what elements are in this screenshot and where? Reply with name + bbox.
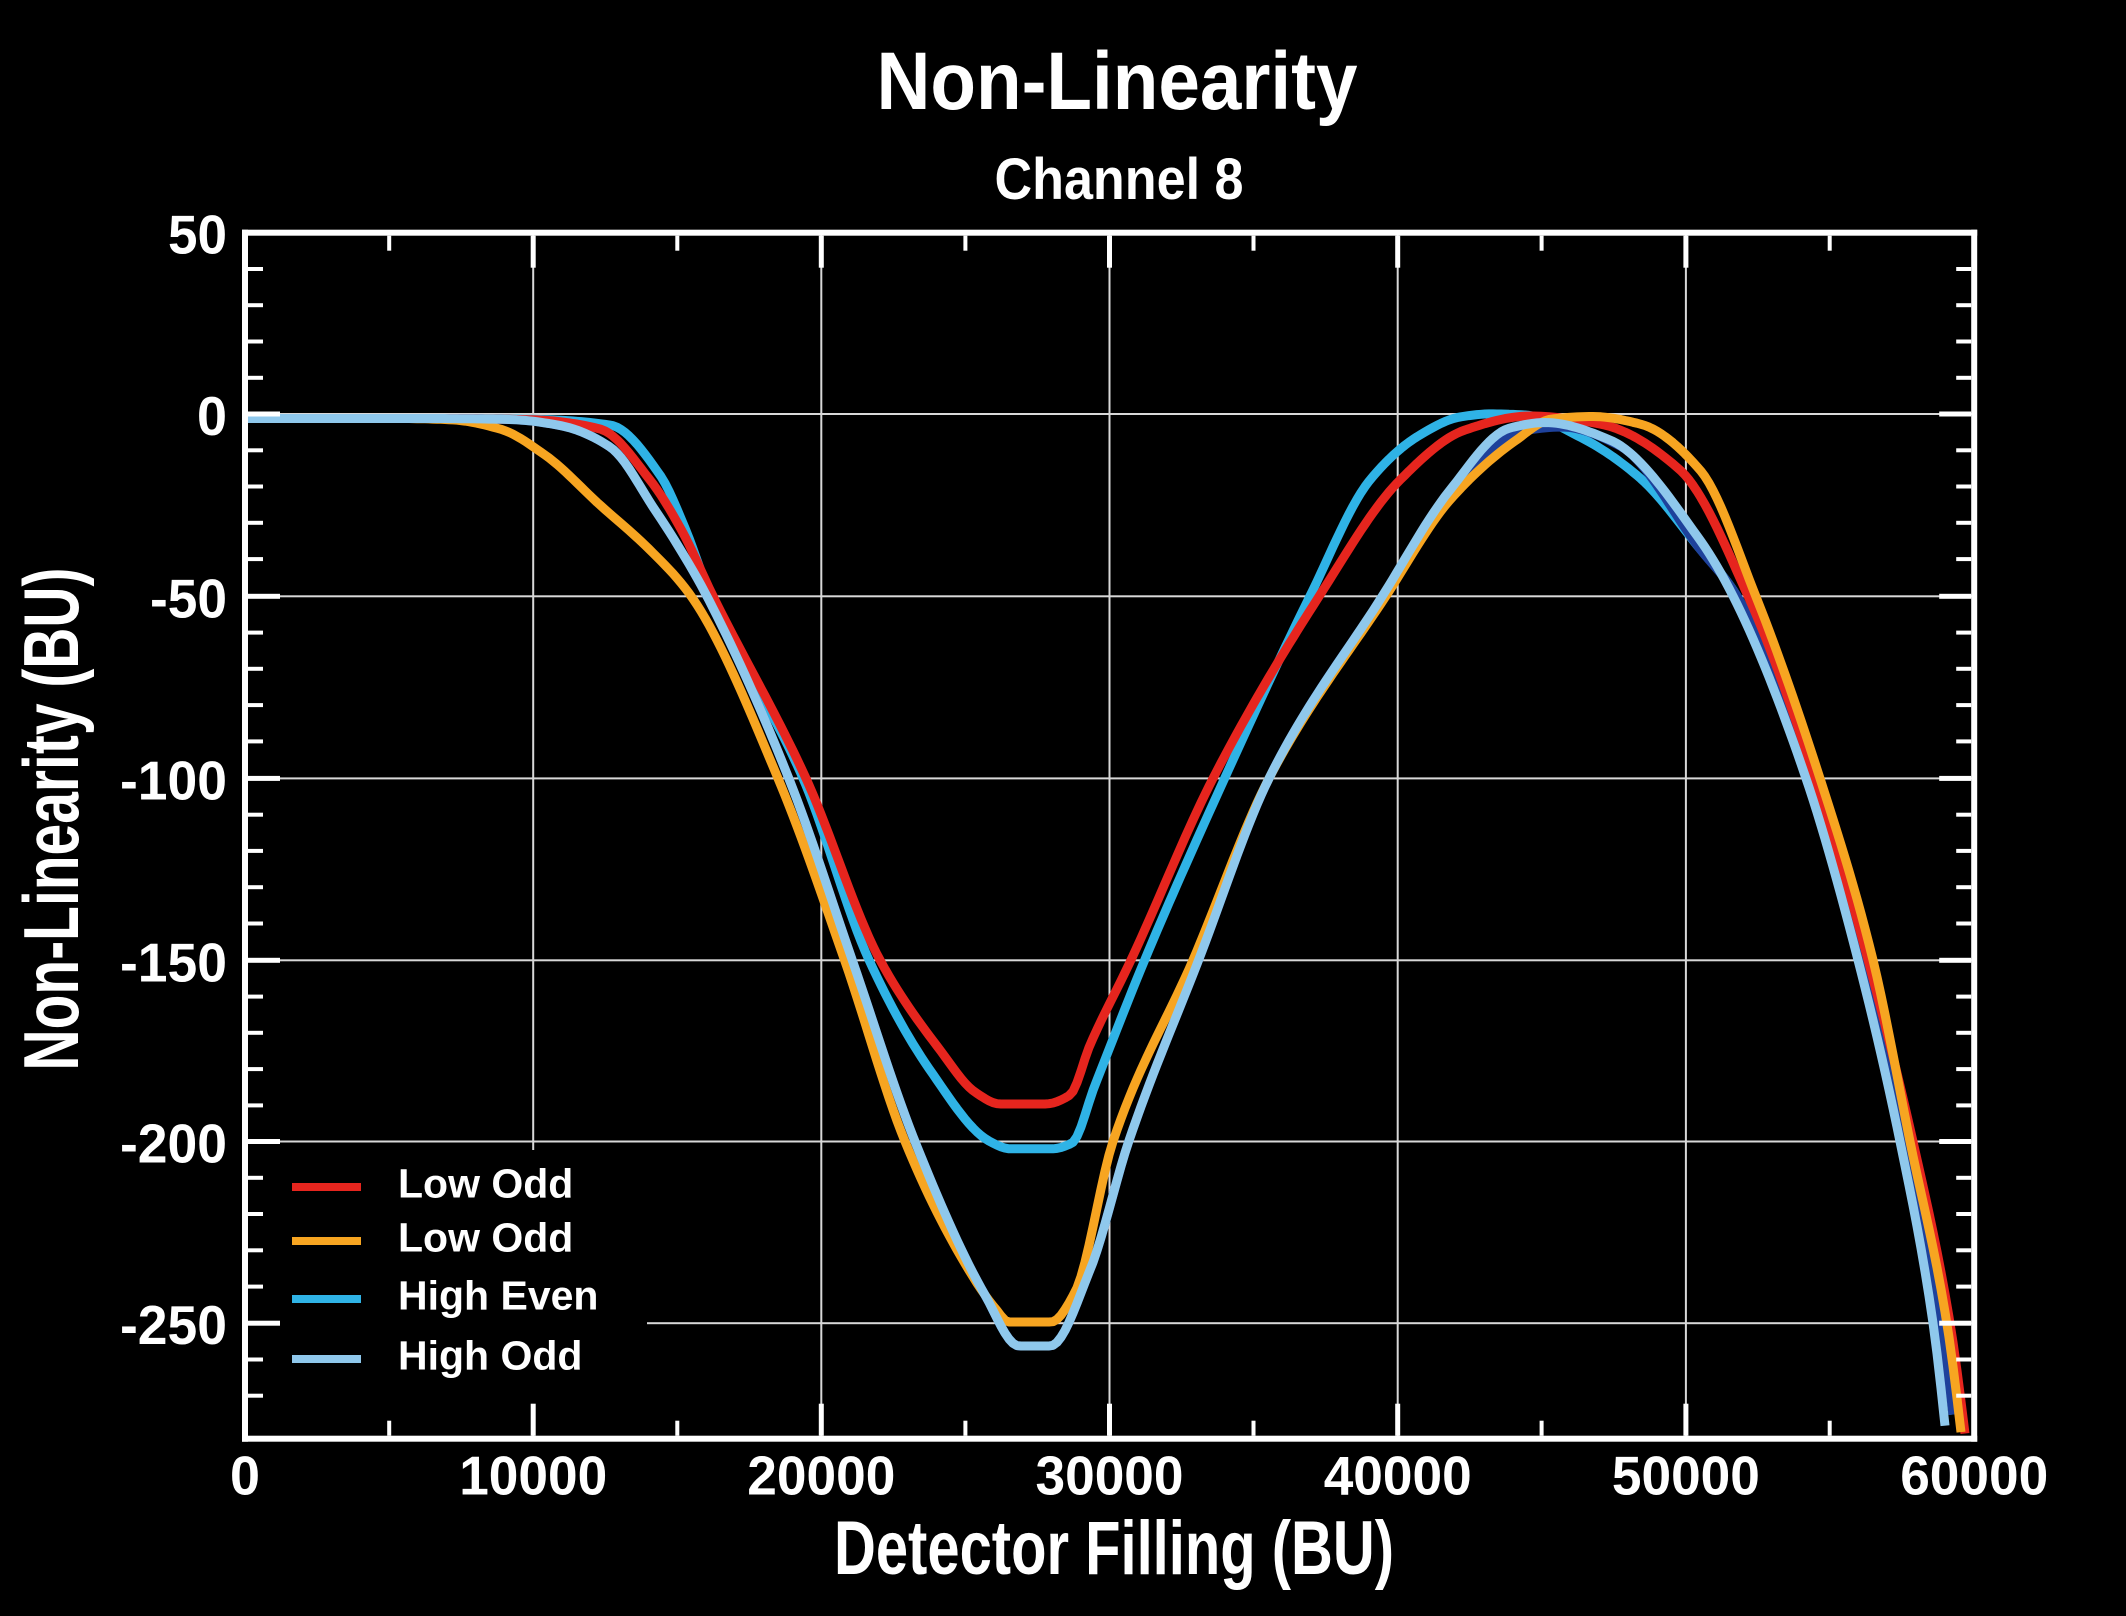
svg-text:Non-Linearity (BU): Non-Linearity (BU)	[7, 568, 95, 1071]
svg-text:40000: 40000	[1324, 1445, 1472, 1507]
svg-text:Channel 8: Channel 8	[995, 147, 1244, 212]
svg-text:0: 0	[230, 1445, 260, 1507]
svg-text:Low Odd: Low Odd	[398, 1161, 573, 1207]
svg-text:High Odd: High Odd	[398, 1333, 582, 1379]
svg-text:0: 0	[197, 385, 227, 447]
svg-text:-150: -150	[120, 931, 227, 993]
svg-text:50: 50	[168, 204, 227, 266]
svg-text:10000: 10000	[459, 1445, 607, 1507]
svg-text:-50: -50	[150, 567, 227, 629]
svg-text:60000: 60000	[1900, 1445, 2048, 1507]
svg-text:30000: 30000	[1036, 1445, 1184, 1507]
svg-text:20000: 20000	[747, 1445, 895, 1507]
svg-text:High Even: High Even	[398, 1273, 598, 1319]
svg-text:-200: -200	[120, 1113, 227, 1175]
svg-text:Low Odd: Low Odd	[398, 1215, 573, 1261]
svg-text:50000: 50000	[1612, 1445, 1760, 1507]
svg-text:-100: -100	[120, 749, 227, 811]
svg-text:-250: -250	[120, 1294, 227, 1356]
svg-text:Detector Filling (BU): Detector Filling (BU)	[834, 1506, 1394, 1591]
svg-text:Non-Linearity: Non-Linearity	[877, 36, 1358, 127]
